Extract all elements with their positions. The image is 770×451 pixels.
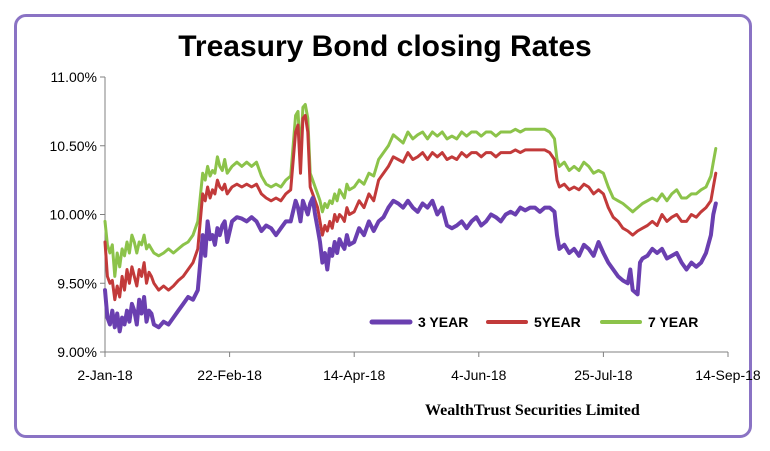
chart-frame <box>14 14 752 438</box>
x-tick-label: 2-Jan-18 <box>77 367 132 383</box>
legend-label: 3 YEAR <box>418 314 468 330</box>
source-footer: WealthTrust Securities Limited <box>425 402 640 419</box>
y-tick-label: 10.50% <box>50 138 97 154</box>
y-tick-label: 10.00% <box>50 207 97 223</box>
legend-label: 7 YEAR <box>648 314 698 330</box>
y-tick-label: 11.00% <box>51 69 97 85</box>
x-tick-label: 22-Feb-18 <box>197 367 262 383</box>
x-tick-label: 14-Apr-18 <box>323 367 385 383</box>
y-tick-label: 9.50% <box>57 275 97 291</box>
series-line-5year <box>103 114 718 302</box>
series-line-3-year <box>103 196 718 334</box>
chart-title: Treasury Bond closing Rates <box>178 30 592 63</box>
legend: 3 YEAR 5YEAR 7 YEAR <box>369 314 698 330</box>
y-tick-label: 9.00% <box>57 344 97 360</box>
x-tick-label: 14-Sep-18 <box>695 367 761 383</box>
x-tick-label: 4-Jun-18 <box>451 367 506 383</box>
series-line-7-year <box>103 103 718 278</box>
legend-label: 5YEAR <box>534 314 581 330</box>
axes: 9.00% 9.50% 10.00% 10.50% 11.00% 2-Jan-18 22-F… <box>50 69 761 383</box>
series-layer <box>103 103 718 334</box>
x-tick-label: 25-Jul-18 <box>574 367 633 383</box>
